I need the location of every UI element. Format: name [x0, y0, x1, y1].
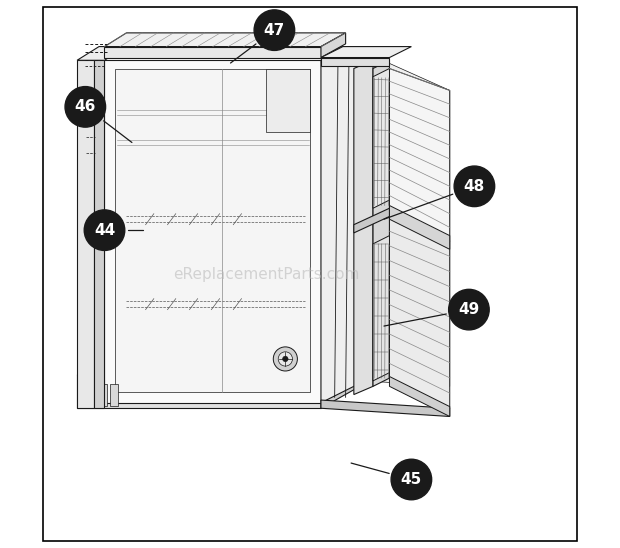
Polygon shape: [321, 400, 450, 416]
Polygon shape: [373, 60, 389, 386]
Polygon shape: [321, 47, 389, 60]
Bar: [88, 384, 96, 406]
Polygon shape: [354, 60, 373, 395]
Bar: [110, 384, 118, 406]
Polygon shape: [354, 208, 389, 233]
Text: 45: 45: [401, 472, 422, 487]
Polygon shape: [105, 47, 321, 58]
Polygon shape: [365, 55, 450, 386]
Circle shape: [65, 87, 105, 127]
Circle shape: [283, 356, 288, 362]
Circle shape: [391, 459, 432, 500]
Polygon shape: [266, 68, 310, 132]
Polygon shape: [77, 60, 94, 408]
Circle shape: [254, 10, 294, 50]
Circle shape: [454, 166, 495, 207]
Polygon shape: [77, 47, 126, 60]
Polygon shape: [373, 68, 389, 208]
Polygon shape: [321, 58, 389, 66]
Circle shape: [449, 289, 489, 330]
Polygon shape: [105, 33, 345, 47]
Polygon shape: [373, 236, 389, 381]
Polygon shape: [77, 375, 321, 408]
Text: 47: 47: [264, 22, 285, 38]
Text: 44: 44: [94, 222, 115, 238]
Polygon shape: [321, 60, 365, 403]
Text: eReplacementParts.com: eReplacementParts.com: [173, 266, 360, 282]
Polygon shape: [389, 216, 450, 408]
Circle shape: [278, 352, 293, 366]
Circle shape: [84, 210, 125, 250]
Polygon shape: [389, 68, 450, 241]
Text: 49: 49: [458, 302, 479, 317]
Polygon shape: [115, 68, 310, 392]
Polygon shape: [389, 206, 450, 249]
Bar: [99, 384, 107, 406]
Polygon shape: [389, 376, 450, 416]
Polygon shape: [321, 33, 345, 58]
Polygon shape: [94, 60, 105, 408]
Polygon shape: [105, 60, 321, 403]
Polygon shape: [107, 353, 345, 370]
Text: 46: 46: [74, 99, 96, 115]
Circle shape: [273, 347, 298, 371]
Polygon shape: [321, 47, 412, 58]
Text: 48: 48: [464, 179, 485, 194]
Polygon shape: [321, 351, 365, 408]
Polygon shape: [77, 351, 365, 375]
